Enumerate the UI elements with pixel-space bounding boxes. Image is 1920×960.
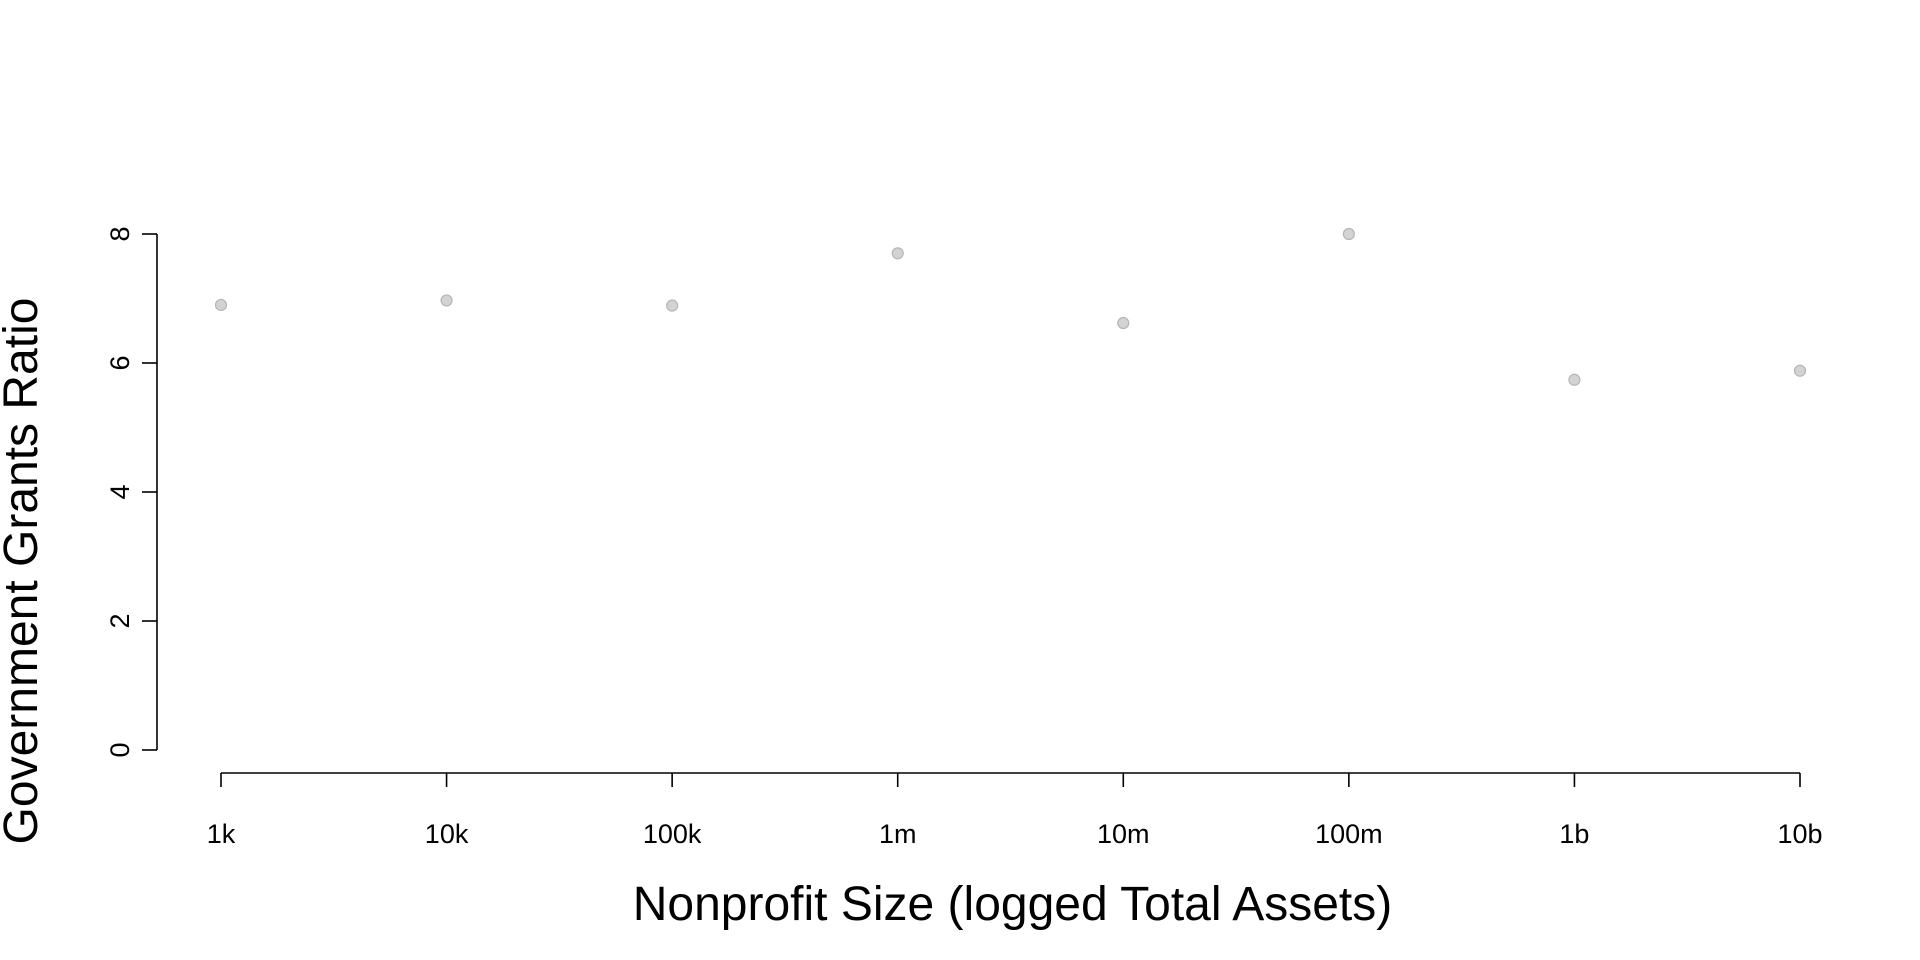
- x-tick-label: 1m: [879, 819, 917, 849]
- data-point: [1342, 227, 1355, 241]
- y-ticks: 0 2 4 6 8: [105, 226, 157, 758]
- data-point: [214, 298, 228, 312]
- x-tick-label: 100k: [643, 819, 702, 849]
- data-point: [891, 247, 904, 260]
- y-tick-label: 6: [105, 355, 135, 370]
- data-point: [440, 294, 453, 307]
- data-point: [666, 299, 679, 312]
- x-tick-label: 100m: [1315, 819, 1383, 849]
- x-tick-label: 1k: [207, 819, 236, 849]
- y-tick-label: 8: [105, 226, 135, 241]
- x-tick-label: 10m: [1097, 819, 1150, 849]
- x-tick-label: 1b: [1559, 819, 1589, 849]
- x-ticks: 1k 10k 100k 1m 10m 100m 1b 10b: [207, 773, 1823, 849]
- data-point: [1117, 316, 1130, 330]
- data-point: [1793, 364, 1807, 377]
- x-tick-label: 10k: [425, 819, 469, 849]
- data-point: [1568, 373, 1581, 386]
- y-tick-label: 0: [105, 742, 135, 757]
- y-axis-title: Government Grants Ratio: [0, 298, 48, 845]
- x-tick-label: 10b: [1777, 819, 1822, 849]
- y-tick-label: 4: [105, 484, 135, 499]
- x-axis-title: Nonprofit Size (logged Total Assets): [633, 878, 1393, 931]
- y-tick-label: 2: [105, 613, 135, 628]
- data-points: [214, 227, 1807, 386]
- y-axis: 0 2 4 6 8: [105, 226, 158, 758]
- x-axis: 1k 10k 100k 1m 10m 100m 1b 10b: [207, 772, 1823, 849]
